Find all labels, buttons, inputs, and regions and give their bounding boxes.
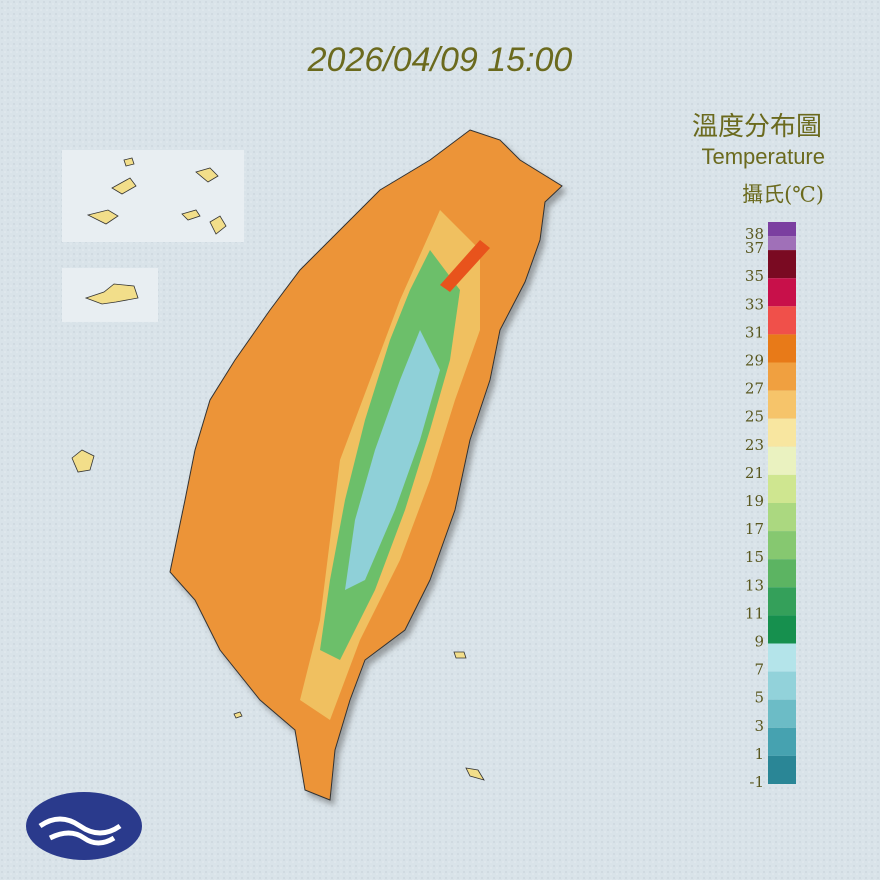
legend-tick-label: 27 (745, 380, 764, 398)
legend-tick-label: 3 (754, 717, 764, 735)
color-band (768, 334, 796, 363)
color-band (768, 236, 796, 251)
color-band (768, 222, 796, 237)
legend-tick-label: 5 (754, 689, 764, 707)
legend-subtitle: Temperature (701, 144, 825, 169)
legend-tick-label: 13 (745, 576, 764, 594)
legend-tick-label: 35 (745, 267, 764, 285)
legend-tick-label: 38 (745, 225, 764, 243)
color-band (768, 390, 796, 419)
legend-tick-label: 9 (754, 633, 764, 651)
legend-title: 溫度分布圖 (692, 112, 822, 142)
legend-tick-label: 1 (754, 745, 764, 763)
legend-unit: 攝氏(℃) (742, 183, 824, 207)
legend-tick-label: 29 (745, 352, 764, 370)
legend-tick-label: 23 (745, 436, 764, 454)
legend-tick-label: 11 (745, 604, 764, 622)
color-band (768, 474, 796, 503)
color-band (768, 671, 796, 700)
islands (71, 157, 485, 781)
legend-tick-label: -1 (749, 773, 764, 791)
color-band (768, 362, 796, 391)
color-band (768, 727, 796, 756)
legend-tick-label: 17 (745, 520, 764, 538)
legend-tick-label: 25 (745, 408, 764, 426)
color-band (768, 278, 796, 307)
legend-tick-label: 19 (745, 492, 764, 510)
legend-tick-label: 7 (754, 661, 764, 679)
color-band (768, 587, 796, 616)
color-band (768, 250, 796, 279)
color-band (768, 615, 796, 644)
color-band (768, 446, 796, 475)
color-band (768, 306, 796, 335)
legend-tick-label: 37 (745, 239, 764, 257)
color-band (768, 503, 796, 532)
taiwan (169, 129, 563, 801)
legend-tick-label: 31 (745, 323, 764, 341)
color-band (768, 643, 796, 672)
legend-tick-label: 15 (745, 548, 764, 566)
color-band (768, 755, 796, 784)
title: 2026/04/09 15:00 (307, 41, 573, 79)
logo-mark (38, 816, 122, 846)
legend-tick-label: 33 (745, 295, 764, 313)
color-band (768, 418, 796, 447)
color-band (768, 699, 796, 728)
color-band (768, 531, 796, 560)
color-band (768, 559, 796, 588)
legend-tick-label: 21 (745, 464, 764, 482)
